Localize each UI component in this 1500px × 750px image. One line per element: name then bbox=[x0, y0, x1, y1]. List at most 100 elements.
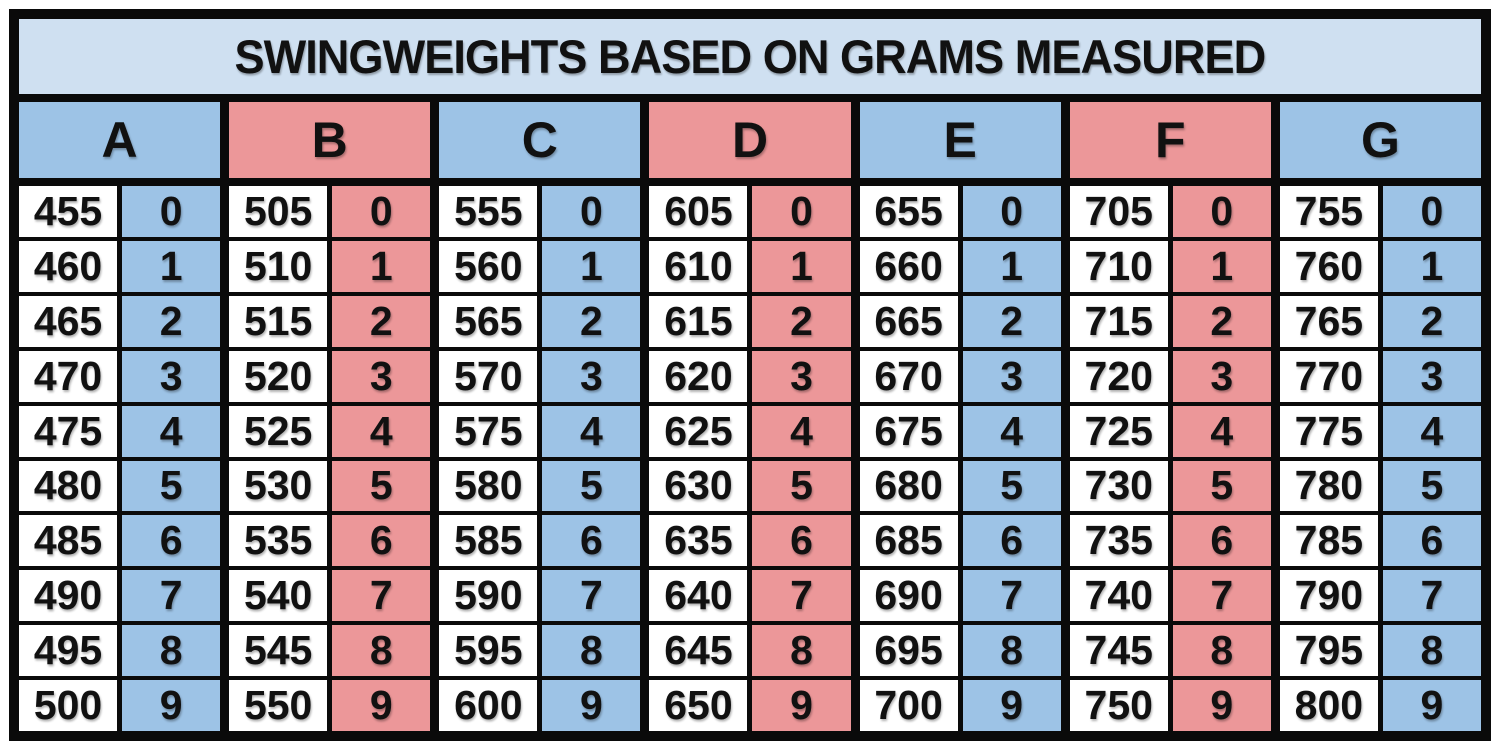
swingweight-cell: 6 bbox=[962, 515, 1061, 567]
swingweight-cell: 4 bbox=[332, 405, 431, 457]
grams-cell: 635 bbox=[649, 515, 748, 567]
title-bar: SWINGWEIGHTS BASED ON GRAMS MEASURED bbox=[19, 19, 1481, 94]
column-header-f: F bbox=[1069, 102, 1271, 178]
grams-cell: 540 bbox=[229, 570, 328, 622]
swingweight-cell: 5 bbox=[1172, 460, 1271, 512]
grams-cell: 750 bbox=[1069, 680, 1168, 731]
grams-cell: 510 bbox=[229, 240, 328, 292]
swingweight-cell: 1 bbox=[332, 240, 431, 292]
swingweight-cell: 0 bbox=[752, 186, 851, 237]
grams-cell: 630 bbox=[649, 460, 748, 512]
swingweight-cell: 1 bbox=[962, 240, 1061, 292]
grams-cell: 515 bbox=[229, 295, 328, 347]
swingweight-cell: 4 bbox=[962, 405, 1061, 457]
grams-cell: 460 bbox=[19, 240, 118, 292]
grams-cell: 605 bbox=[649, 186, 748, 237]
grams-cell: 520 bbox=[229, 350, 328, 402]
grams-cell: 565 bbox=[439, 295, 538, 347]
column-header-e: E bbox=[859, 102, 1061, 178]
grams-cell: 770 bbox=[1279, 350, 1378, 402]
swingweight-cell: 6 bbox=[1172, 515, 1271, 567]
grams-cell: 475 bbox=[19, 405, 118, 457]
grams-cell: 530 bbox=[229, 460, 328, 512]
grams-cell: 600 bbox=[439, 680, 538, 731]
swingweight-cell: 7 bbox=[1382, 570, 1481, 622]
grams-cell: 595 bbox=[439, 625, 538, 677]
swingweight-cell: 9 bbox=[122, 680, 221, 731]
swingweight-cell: 3 bbox=[332, 350, 431, 402]
grams-cell: 490 bbox=[19, 570, 118, 622]
swingweight-cell: 7 bbox=[962, 570, 1061, 622]
grams-cell: 640 bbox=[649, 570, 748, 622]
swingweight-cell: 2 bbox=[332, 295, 431, 347]
swingweight-cell: 8 bbox=[1172, 625, 1271, 677]
swingweight-cell: 2 bbox=[122, 295, 221, 347]
column-group-a: 455 0 460 1 465 2 470 3 475 4 480 5 485 6 490 7 495 8 500 9 bbox=[19, 186, 221, 731]
grams-cell: 570 bbox=[439, 350, 538, 402]
grams-cell: 575 bbox=[439, 405, 538, 457]
swingweight-cell: 2 bbox=[962, 295, 1061, 347]
column-group-d: 605 0 610 1 615 2 620 3 625 4 630 5 635 6 640 7 645 8 650 9 bbox=[649, 186, 851, 731]
grams-cell: 665 bbox=[859, 295, 958, 347]
swingweight-cell: 9 bbox=[752, 680, 851, 731]
grams-cell: 775 bbox=[1279, 405, 1378, 457]
grams-cell: 705 bbox=[1069, 186, 1168, 237]
swingweight-cell: 8 bbox=[1382, 625, 1481, 677]
swingweight-cell: 0 bbox=[542, 186, 641, 237]
swingweight-cell: 1 bbox=[1382, 240, 1481, 292]
swingweight-cell: 7 bbox=[542, 570, 641, 622]
grams-cell: 645 bbox=[649, 625, 748, 677]
grams-cell: 465 bbox=[19, 295, 118, 347]
swingweight-cell: 6 bbox=[752, 515, 851, 567]
swingweight-cell: 1 bbox=[752, 240, 851, 292]
grams-cell: 550 bbox=[229, 680, 328, 731]
swingweight-cell: 7 bbox=[752, 570, 851, 622]
grams-cell: 685 bbox=[859, 515, 958, 567]
swingweight-cell: 1 bbox=[122, 240, 221, 292]
grams-cell: 720 bbox=[1069, 350, 1168, 402]
grams-cell: 725 bbox=[1069, 405, 1168, 457]
swingweight-cell: 5 bbox=[122, 460, 221, 512]
page-title: SWINGWEIGHTS BASED ON GRAMS MEASURED bbox=[234, 30, 1267, 83]
grams-cell: 455 bbox=[19, 186, 118, 237]
grams-cell: 580 bbox=[439, 460, 538, 512]
grams-cell: 655 bbox=[859, 186, 958, 237]
swingweight-cell: 3 bbox=[122, 350, 221, 402]
column-header-b: B bbox=[229, 102, 431, 178]
swingweight-cell: 4 bbox=[542, 405, 641, 457]
grams-cell: 785 bbox=[1279, 515, 1378, 567]
swingweight-cell: 5 bbox=[542, 460, 641, 512]
grams-cell: 495 bbox=[19, 625, 118, 677]
grams-cell: 480 bbox=[19, 460, 118, 512]
column-header-a: A bbox=[19, 102, 221, 178]
swingweight-cell: 4 bbox=[122, 405, 221, 457]
grams-cell: 735 bbox=[1069, 515, 1168, 567]
swingweight-cell: 4 bbox=[1172, 405, 1271, 457]
grams-cell: 625 bbox=[649, 405, 748, 457]
grams-cell: 755 bbox=[1279, 186, 1378, 237]
swingweight-cell: 6 bbox=[332, 515, 431, 567]
swingweight-cell: 4 bbox=[752, 405, 851, 457]
swingweight-cell: 0 bbox=[122, 186, 221, 237]
grams-cell: 700 bbox=[859, 680, 958, 731]
swingweight-cell: 9 bbox=[1382, 680, 1481, 731]
grams-cell: 585 bbox=[439, 515, 538, 567]
grams-cell: 610 bbox=[649, 240, 748, 292]
swingweight-cell: 5 bbox=[332, 460, 431, 512]
swingweight-cell: 9 bbox=[332, 680, 431, 731]
swingweight-cell: 3 bbox=[1172, 350, 1271, 402]
grams-cell: 535 bbox=[229, 515, 328, 567]
swingweight-cell: 7 bbox=[122, 570, 221, 622]
swingweight-cell: 0 bbox=[1172, 186, 1271, 237]
grams-cell: 800 bbox=[1279, 680, 1378, 731]
column-header-c: C bbox=[439, 102, 641, 178]
swingweight-cell: 8 bbox=[122, 625, 221, 677]
swingweight-cell: 2 bbox=[1172, 295, 1271, 347]
grams-cell: 780 bbox=[1279, 460, 1378, 512]
grams-cell: 695 bbox=[859, 625, 958, 677]
grams-cell: 790 bbox=[1279, 570, 1378, 622]
grams-cell: 745 bbox=[1069, 625, 1168, 677]
swingweight-cell: 5 bbox=[962, 460, 1061, 512]
swingweight-cell: 5 bbox=[1382, 460, 1481, 512]
